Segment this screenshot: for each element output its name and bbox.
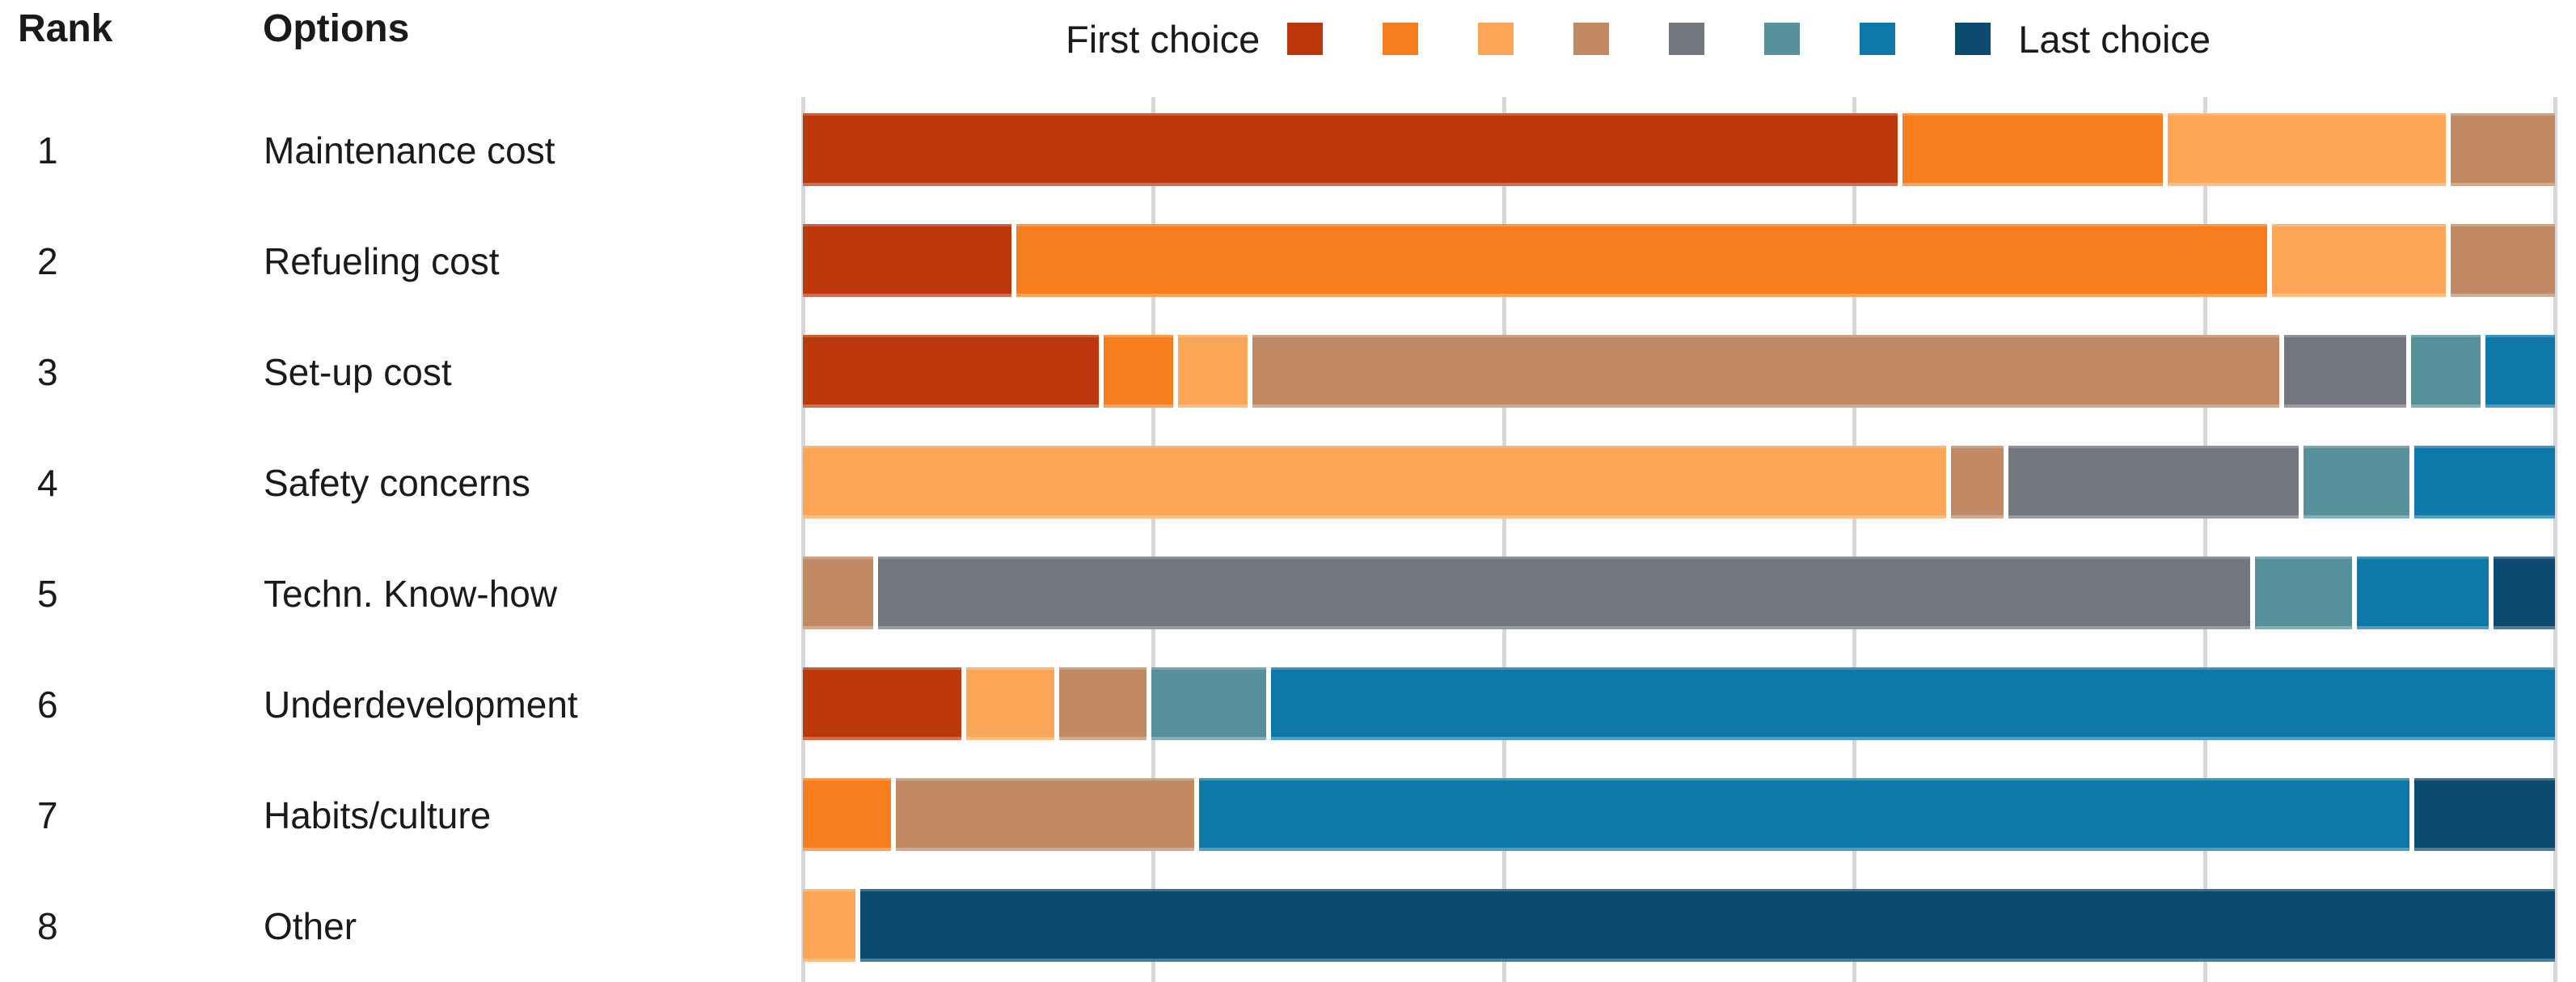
bar-segment-choice-6 [1151, 667, 1266, 740]
chart-row-refueling-cost: 2 Refueling cost [0, 205, 2576, 316]
bar-segment-choice-3 [2272, 224, 2447, 297]
bar-segment-choice-4 [1252, 335, 2280, 408]
rank-column-header: Rank [18, 7, 113, 50]
bar-segment-choice-3 [803, 446, 1947, 519]
chart-row-techn-know-how: 5 Techn. Know-how [0, 538, 2576, 649]
option-label: Habits/culture [264, 794, 492, 836]
legend-swatch-choice-4 [1573, 23, 1610, 55]
legend-swatch-choice-6 [1764, 23, 1801, 55]
chart-row-habits-culture: 7 Habits/culture [0, 760, 2576, 870]
chart-plot-area: 1 Maintenance cost 2 Refueling cost 3 Set-up … [0, 95, 2576, 982]
bar-segment-choice-7 [2485, 335, 2555, 408]
legend-swatch-choice-2 [1383, 23, 1419, 55]
gridline-60 [1852, 97, 1857, 982]
stacked-bar [803, 667, 2556, 740]
bar-segment-choice-6 [2304, 446, 2409, 519]
bar-segment-choice-4 [1058, 667, 1147, 740]
stacked-bar [803, 113, 2555, 186]
rank-value: 7 [37, 794, 58, 836]
legend-swatch-choice-5 [1669, 23, 1705, 55]
legend-swatch-choice-3 [1478, 23, 1514, 55]
bar-segment-choice-6 [2255, 557, 2352, 629]
bar-segment-choice-3 [803, 889, 855, 962]
bar-segment-choice-3 [965, 667, 1054, 740]
option-label: Maintenance cost [264, 129, 555, 171]
legend-swatch-choice-1 [1287, 23, 1324, 55]
options-column-header: Options [263, 7, 410, 50]
option-label: Set-up cost [264, 350, 452, 393]
bar-segment-choice-2 [1103, 335, 1174, 408]
legend-swatches [1287, 23, 1991, 55]
bar-segment-choice-5 [878, 557, 2251, 629]
gridline-20 [1151, 97, 1156, 982]
rank-value: 3 [37, 350, 58, 393]
rank-value: 1 [37, 129, 58, 171]
chart-row-safety-concerns: 4 Safety concerns [0, 427, 2576, 538]
bar-segment-choice-1 [803, 224, 1011, 297]
stacked-bar [803, 224, 2555, 297]
stacked-bar [803, 557, 2555, 629]
chart-row-underdevelopment: 6 Underdevelopment [0, 649, 2576, 760]
bar-segment-choice-3 [2168, 113, 2447, 186]
chart-rows: 1 Maintenance cost 2 Refueling cost 3 Set-up … [0, 95, 2576, 981]
legend-last-choice-label: Last choice [2018, 17, 2211, 61]
bar-segment-choice-5 [2284, 335, 2406, 408]
option-label: Underdevelopment [264, 683, 578, 726]
bar-segment-choice-8 [2493, 557, 2555, 629]
bar-segment-choice-4 [803, 557, 874, 629]
gridline-layer [801, 95, 2557, 982]
bar-segment-choice-8 [859, 889, 2555, 962]
stacked-bar [803, 446, 2555, 519]
bar-segment-choice-2 [803, 778, 891, 851]
bar-segment-choice-4 [1951, 446, 2004, 519]
stacked-bar [803, 335, 2555, 408]
gridline-100 [2553, 97, 2557, 982]
bar-segment-choice-7 [1198, 778, 2410, 851]
legend-swatch-choice-8 [1955, 23, 1991, 55]
bar-segment-choice-1 [803, 667, 961, 740]
rank-value: 6 [37, 683, 58, 726]
legend-first-choice-label: First choice [1066, 17, 1261, 61]
stacked-bar [803, 889, 2555, 962]
bar-segment-choice-7 [2413, 446, 2555, 519]
bar-segment-choice-6 [2410, 335, 2481, 408]
stacked-bar [803, 778, 2555, 851]
gridline-40 [1501, 97, 1506, 982]
chart-row-set-up-cost: 3 Set-up cost [0, 316, 2576, 427]
rank-value: 8 [37, 904, 58, 947]
bar-segment-choice-4 [2451, 113, 2555, 186]
option-label: Safety concerns [264, 461, 530, 504]
bar-segment-choice-7 [2356, 557, 2489, 629]
chart-row-maintenance-cost: 1 Maintenance cost [0, 95, 2576, 205]
bar-segment-choice-2 [1016, 224, 2268, 297]
rank-value: 5 [37, 572, 58, 615]
bar-segment-choice-3 [1178, 335, 1248, 408]
choice-legend: First choice Last choice [1066, 5, 2211, 73]
bar-segment-choice-7 [1270, 667, 2556, 740]
chart-row-other: 8 Other [0, 870, 2576, 981]
bar-segment-choice-4 [2451, 224, 2555, 297]
bar-segment-choice-1 [803, 113, 1898, 186]
option-label: Other [264, 904, 357, 947]
bar-segment-choice-1 [803, 335, 1099, 408]
bar-segment-choice-4 [895, 778, 1194, 851]
option-label: Refueling cost [264, 239, 500, 282]
rank-value: 4 [37, 461, 58, 504]
gridline-0 [801, 97, 805, 982]
gridline-80 [2202, 97, 2207, 982]
bar-segment-choice-5 [2008, 446, 2299, 519]
chart-header: Rank Options First choice Last choice [0, 0, 2576, 95]
bar-segment-choice-8 [2414, 778, 2555, 851]
bar-segment-choice-2 [1902, 113, 2164, 186]
rank-value: 2 [37, 239, 58, 282]
option-label: Techn. Know-how [264, 572, 558, 615]
legend-swatch-choice-7 [1860, 23, 1896, 55]
